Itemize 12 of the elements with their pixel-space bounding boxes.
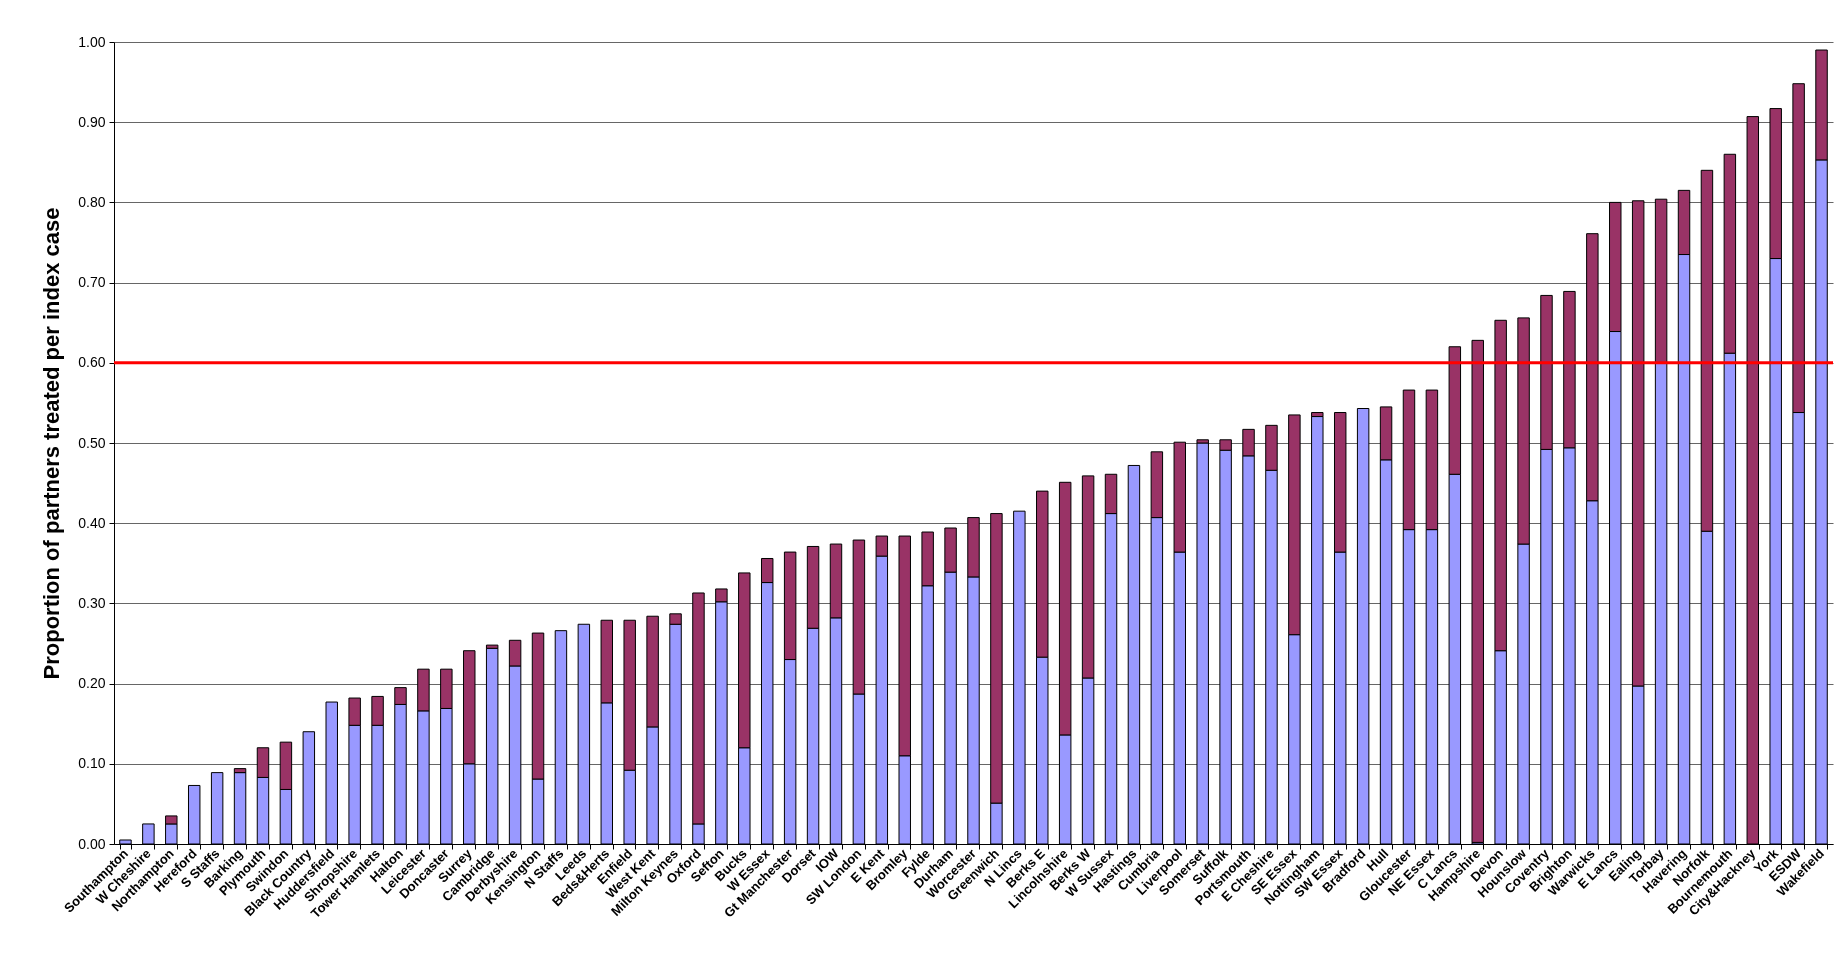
y-tick-label: 0.10 (78, 755, 106, 772)
y-tick-label: 0.30 (78, 594, 106, 611)
y-tick-label: 0.00 (78, 835, 106, 852)
y-tick-label: 0.50 (78, 434, 106, 451)
y-tick-label: 0.70 (78, 274, 106, 291)
y-tick-label: 0.90 (78, 113, 106, 130)
y-tick-label: 0.20 (78, 675, 106, 692)
y-tick-label: 0.80 (78, 193, 106, 210)
y-tick-label: 0.40 (78, 514, 106, 531)
y-tick-label: 1.00 (78, 33, 106, 50)
y-axis-title: Proportion of partners treated per index case (39, 207, 65, 680)
y-tick-label: 0.60 (78, 354, 106, 371)
